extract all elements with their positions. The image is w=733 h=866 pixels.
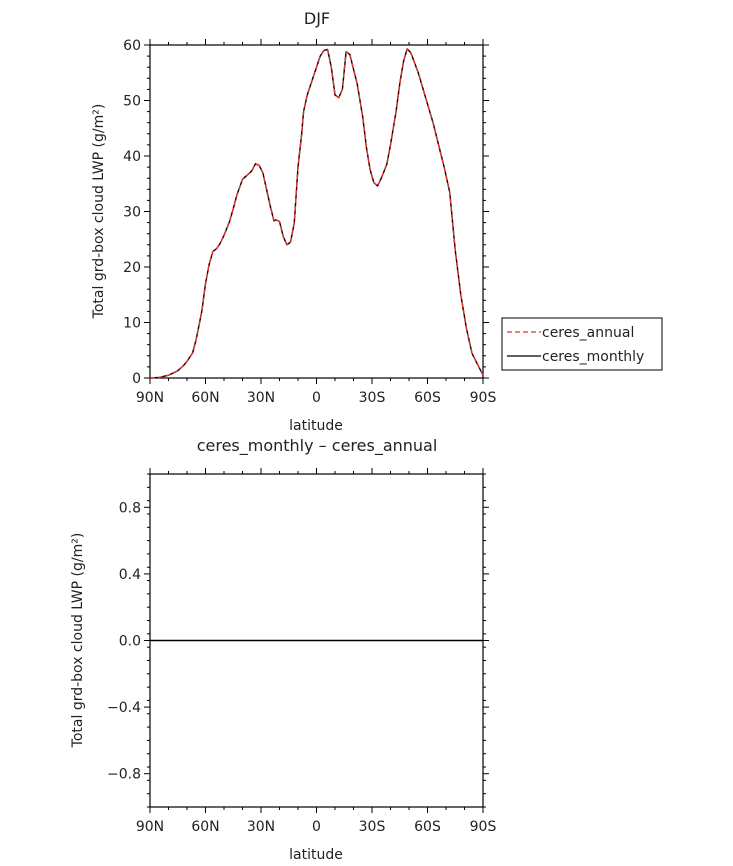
x-tick-label: 60S [414,390,441,406]
legend: ceres_annual ceres_monthly [501,317,663,371]
series-line-ceres-annual [149,48,484,379]
y-tick-label: 50 [123,94,141,110]
y-tick-label: 10 [123,316,141,332]
x-tick-label: 30S [359,390,386,406]
x-tick-label: 30N [247,819,275,835]
panel-difference: ceres_monthly – ceres_annual 90N 60N 30N 0 3… [70,436,496,863]
legend-box [501,317,663,371]
panel-2-ticks [144,468,489,813]
panel-1-series [149,48,484,379]
panel-2-x-tick-labels: 90N 60N 30N 0 30S 60S 90S [136,819,497,835]
panel-1-title: DJF [304,9,330,28]
x-tick-label: 0 [312,390,321,406]
panel-1-ticks [144,39,489,384]
y-tick-label: 30 [123,205,141,221]
series-line-ceres-monthly [149,48,484,379]
x-tick-label: 90N [136,390,164,406]
x-tick-label: 60S [414,819,441,835]
legend-label-ceres-annual: ceres_annual [542,325,634,341]
x-tick-label: 60N [191,819,219,835]
x-tick-label: 30N [247,390,275,406]
panel-1-frame [149,44,484,379]
x-tick-label: 90S [470,390,497,406]
y-tick-label: 0.8 [119,500,141,516]
panel-2-x-axis-label: latitude [289,847,343,863]
x-tick-label: 60N [191,390,219,406]
y-tick-label: 0.4 [119,567,141,583]
x-tick-label: 0 [312,819,321,835]
y-tick-label: −0.8 [107,767,141,783]
panel-1-y-axis-label: Total grd-box cloud LWP (g/m²) [91,104,107,320]
panel-1-x-axis-label: latitude [289,418,343,434]
panel-1-y-tick-labels: 0 10 20 30 40 50 60 [123,38,141,387]
y-tick-label: 40 [123,149,141,165]
panel-2-title: ceres_monthly – ceres_annual [197,436,438,456]
panel-djf: DJF 90N 60N 30N 0 30S 60S 90S 0 10 20 30 40 50 60 la… [91,9,496,434]
y-tick-label: 60 [123,38,141,54]
x-tick-label: 30S [359,819,386,835]
x-tick-label: 90N [136,819,164,835]
y-tick-label: 20 [123,260,141,276]
legend-label-ceres-monthly: ceres_monthly [542,349,644,365]
y-tick-label: 0 [132,371,141,387]
panel-2-y-axis-label: Total grd-box cloud LWP (g/m²) [70,533,86,749]
y-tick-label: 0.0 [119,634,141,650]
x-tick-label: 90S [470,819,497,835]
panel-1-x-tick-labels: 90N 60N 30N 0 30S 60S 90S [136,390,497,406]
panel-2-y-tick-labels: −0.8 −0.4 0.0 0.4 0.8 [107,500,141,782]
y-tick-label: −0.4 [107,700,141,716]
